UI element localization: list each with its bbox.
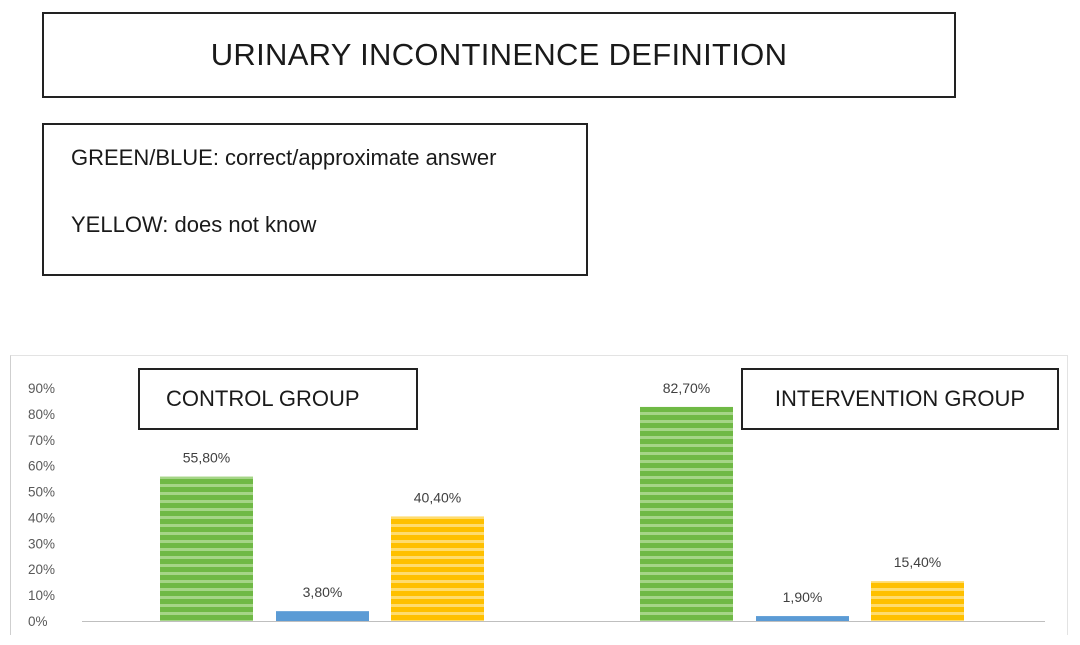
data-label: 40,40%	[414, 489, 461, 505]
y-tick-label: 30%	[28, 536, 55, 551]
intervention-group-label: INTERVENTION GROUP	[741, 368, 1059, 430]
data-label: 82,70%	[663, 380, 710, 396]
chart-title: URINARY INCONTINENCE DEFINITION	[42, 12, 956, 98]
bar-yellow	[871, 581, 964, 621]
y-tick-label: 40%	[28, 510, 55, 525]
y-tick-label: 50%	[28, 485, 55, 500]
y-tick-label: 10%	[28, 588, 55, 603]
y-tick-label: 90%	[28, 381, 55, 396]
bar-green	[640, 406, 733, 621]
y-tick-label: 0%	[28, 614, 48, 629]
y-tick-label: 20%	[28, 562, 55, 577]
data-label: 1,90%	[783, 589, 823, 605]
y-tick-label: 80%	[28, 407, 55, 422]
legend-line-yellow: YELLOW: does not know	[71, 212, 317, 237]
bar-green	[160, 476, 253, 621]
bar-yellow	[391, 516, 484, 621]
color-legend: GREEN/BLUE: correct/approximate answer Y…	[42, 123, 588, 276]
bar-blue	[756, 616, 849, 621]
data-label: 15,40%	[894, 554, 941, 570]
data-label: 55,80%	[183, 450, 230, 466]
y-tick-label: 60%	[28, 459, 55, 474]
bar-blue	[276, 611, 369, 621]
chart-frame	[10, 355, 1068, 635]
data-label: 3,80%	[303, 584, 343, 600]
legend-line-green-blue: GREEN/BLUE: correct/approximate answer	[71, 145, 497, 170]
y-tick-label: 70%	[28, 433, 55, 448]
control-group-label: CONTROL GROUP	[138, 368, 418, 430]
